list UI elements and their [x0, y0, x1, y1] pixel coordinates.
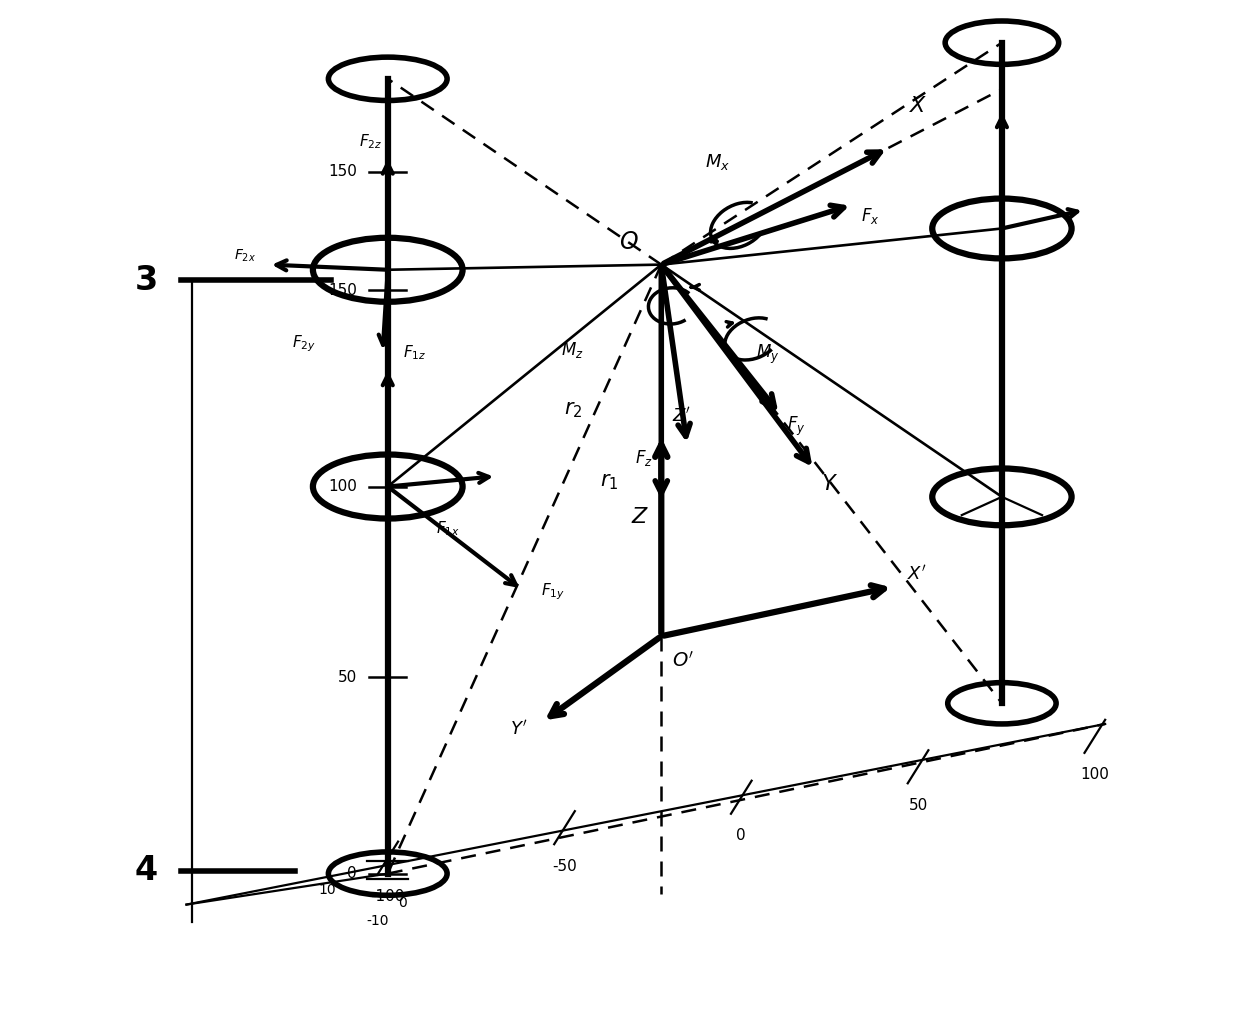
Text: 4: 4	[135, 854, 157, 887]
Text: -50: -50	[552, 859, 577, 874]
Text: $Z'$: $Z'$	[672, 407, 691, 425]
Text: 50: 50	[337, 670, 357, 685]
Text: $M_x$: $M_x$	[704, 151, 730, 172]
Text: $F_{2z}$: $F_{2z}$	[360, 131, 383, 151]
Text: $M_y$: $M_y$	[756, 343, 780, 365]
Text: $Z$: $Z$	[631, 507, 649, 527]
Text: $F_{1x}$: $F_{1x}$	[435, 519, 460, 538]
Text: 50: 50	[909, 798, 928, 812]
Text: 100: 100	[327, 479, 357, 494]
Text: $F_{2x}$: $F_{2x}$	[233, 247, 255, 264]
Text: 10: 10	[319, 883, 336, 897]
Text: $F_{1y}$: $F_{1y}$	[541, 581, 564, 601]
Text: $F_z$: $F_z$	[635, 448, 653, 468]
Text: $F_{2y}$: $F_{2y}$	[291, 333, 315, 354]
Text: $O$: $O$	[619, 230, 639, 255]
Text: 3: 3	[135, 264, 159, 297]
Text: -10: -10	[366, 914, 388, 928]
Text: $O'$: $O'$	[672, 651, 694, 671]
Text: $X'$: $X'$	[906, 564, 926, 584]
Text: $r_2$: $r_2$	[564, 400, 583, 420]
Text: 0: 0	[347, 866, 357, 881]
Text: 0: 0	[737, 828, 746, 844]
Text: 150: 150	[327, 165, 357, 179]
Text: $F_y$: $F_y$	[787, 415, 806, 438]
Text: 150: 150	[327, 283, 357, 298]
Text: $Y'$: $Y'$	[510, 719, 527, 738]
Text: $Y$: $Y$	[821, 474, 838, 494]
Text: $X$: $X$	[909, 96, 928, 116]
Text: 100: 100	[1080, 767, 1110, 782]
Text: $M_z$: $M_z$	[562, 341, 584, 360]
Text: $F_{1z}$: $F_{1z}$	[403, 344, 427, 362]
Text: -100: -100	[371, 889, 405, 905]
Text: 0: 0	[398, 895, 407, 910]
Text: $F_x$: $F_x$	[861, 206, 879, 227]
Text: $r_1$: $r_1$	[600, 472, 619, 492]
